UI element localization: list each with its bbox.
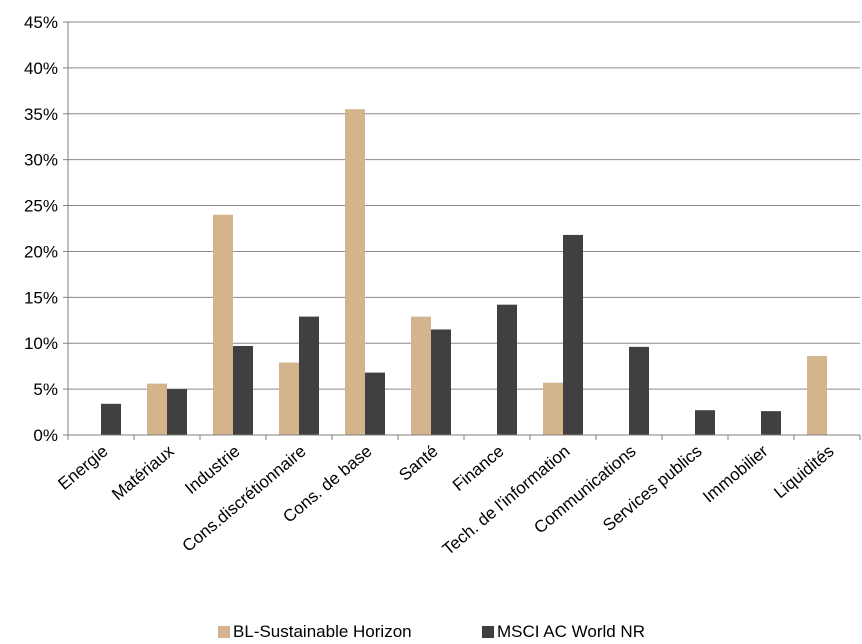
y-tick-label: 40% [24, 59, 58, 78]
legend-swatch-msci-ac-world-nr [482, 626, 494, 638]
x-tick-label: Matériaux [108, 441, 178, 504]
bar-msci-ac-world-nr [233, 345, 253, 435]
x-tick-label: Immobilier [699, 441, 772, 506]
x-tick-label: Industrie [181, 442, 243, 498]
bar-bl-sustainable-horizon [543, 382, 563, 435]
y-tick-label: 0% [33, 426, 58, 445]
x-tick-label: Tech. de l'information [439, 442, 574, 559]
legend: BL-Sustainable Horizon MSCI AC World NR [218, 622, 645, 641]
bars [101, 109, 827, 435]
x-tick-label: Finance [449, 442, 508, 495]
bar-msci-ac-world-nr [695, 410, 715, 435]
y-tick-label: 5% [33, 380, 58, 399]
bar-msci-ac-world-nr [761, 411, 781, 435]
bar-msci-ac-world-nr [629, 346, 649, 435]
bar-bl-sustainable-horizon [345, 109, 365, 435]
y-tick-label: 20% [24, 242, 58, 261]
legend-swatch-bl-sustainable-horizon [218, 626, 230, 638]
bar-msci-ac-world-nr [563, 234, 583, 435]
y-tick-label: 35% [24, 105, 58, 124]
x-tick-label: Liquidités [770, 442, 837, 503]
bar-msci-ac-world-nr [299, 316, 319, 435]
bar-bl-sustainable-horizon [213, 214, 233, 435]
y-tick-label: 10% [24, 334, 58, 353]
legend-label-msci-ac-world-nr: MSCI AC World NR [497, 622, 645, 641]
bar-bl-sustainable-horizon [147, 383, 167, 435]
x-tick-label: Cons.discrétionnaire [179, 442, 310, 556]
x-tick-label: Santé [395, 442, 441, 485]
x-tick-label: Energie [54, 442, 111, 494]
bar-msci-ac-world-nr [167, 389, 187, 435]
bar-bl-sustainable-horizon [279, 362, 299, 435]
bar-bl-sustainable-horizon [807, 356, 827, 435]
y-tick-labels: 0% 5% 10% 15% 20% 25% 30% 35% 40% 45% [24, 13, 58, 445]
bar-msci-ac-world-nr [431, 329, 451, 435]
bar-msci-ac-world-nr [365, 372, 385, 435]
bar-bl-sustainable-horizon [411, 316, 431, 435]
bar-msci-ac-world-nr [101, 403, 121, 435]
legend-label-bl-sustainable-horizon: BL-Sustainable Horizon [233, 622, 412, 641]
gridlines [68, 21, 860, 390]
axes [63, 21, 861, 440]
y-tick-label: 45% [24, 13, 58, 32]
bar-msci-ac-world-nr [497, 304, 517, 435]
y-tick-label: 30% [24, 151, 58, 170]
y-tick-label: 25% [24, 197, 58, 216]
y-tick-label: 15% [24, 288, 58, 307]
